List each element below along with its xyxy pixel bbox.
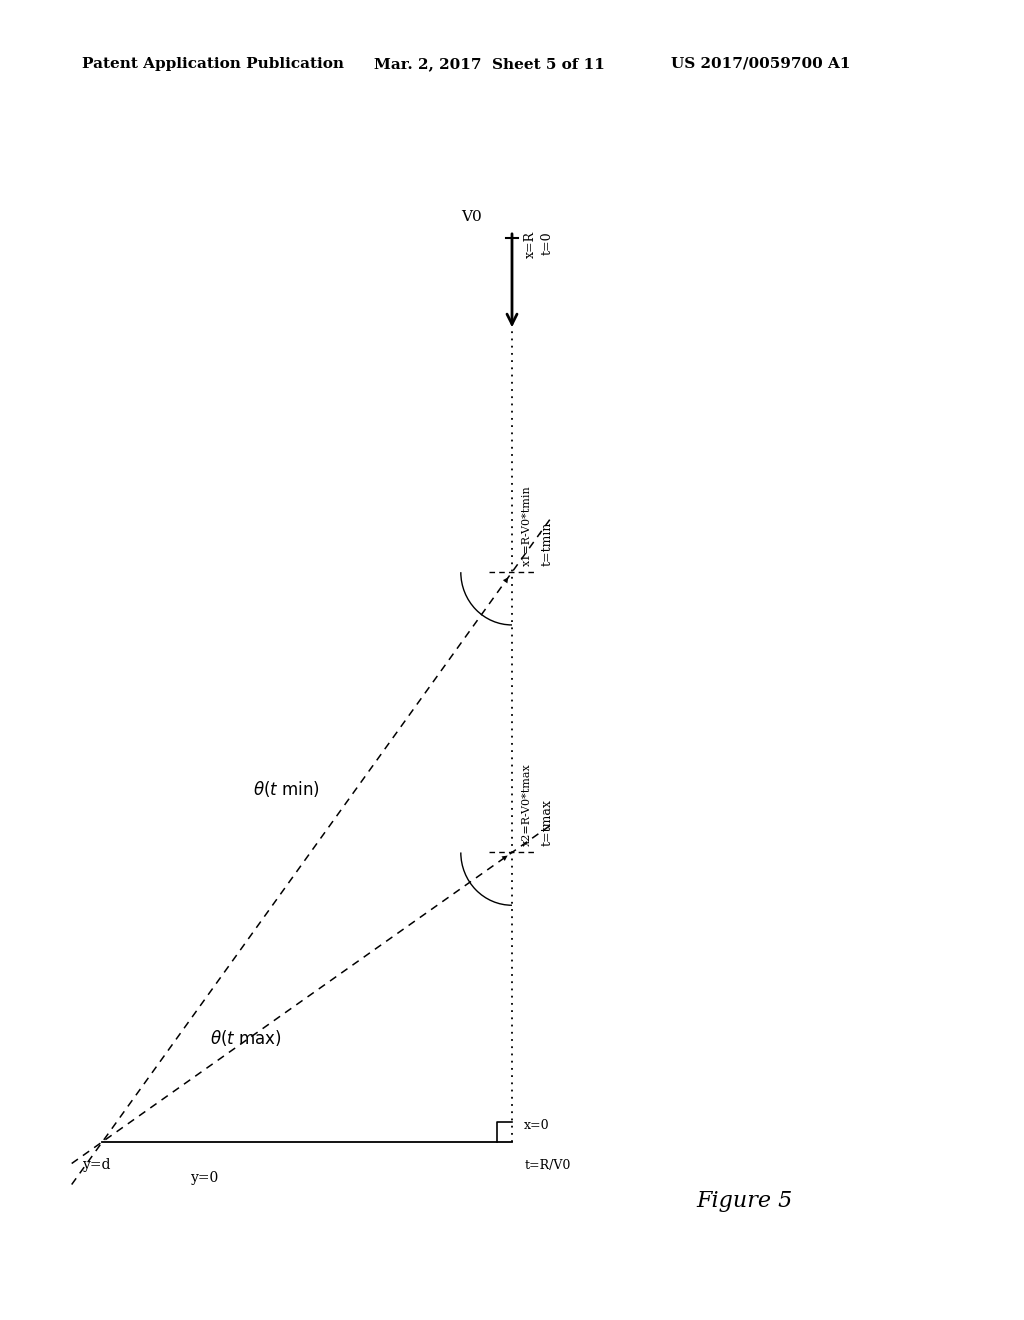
Text: x1=R-V0*tmin: x1=R-V0*tmin xyxy=(522,484,532,565)
Text: x=0: x=0 xyxy=(524,1119,550,1133)
Text: US 2017/0059700 A1: US 2017/0059700 A1 xyxy=(671,57,850,71)
Text: x=R: x=R xyxy=(524,231,538,259)
Text: t=R/V0: t=R/V0 xyxy=(524,1159,570,1172)
Text: y=d: y=d xyxy=(83,1158,112,1172)
Text: $\theta(t\ \mathrm{max})$: $\theta(t\ \mathrm{max})$ xyxy=(210,1028,282,1048)
Text: Patent Application Publication: Patent Application Publication xyxy=(82,57,344,71)
Text: Figure 5: Figure 5 xyxy=(696,1191,793,1212)
Text: x2=R-V0*tmax: x2=R-V0*tmax xyxy=(522,763,532,846)
Text: $\theta(t\ \mathrm{min})$: $\theta(t\ \mathrm{min})$ xyxy=(253,779,321,799)
Text: V0: V0 xyxy=(461,210,481,224)
Text: t=tmax: t=tmax xyxy=(541,799,554,846)
Text: Mar. 2, 2017  Sheet 5 of 11: Mar. 2, 2017 Sheet 5 of 11 xyxy=(374,57,604,71)
Text: t=0: t=0 xyxy=(541,231,554,255)
Text: t=tmin: t=tmin xyxy=(541,521,554,565)
Text: y=0: y=0 xyxy=(190,1171,219,1185)
